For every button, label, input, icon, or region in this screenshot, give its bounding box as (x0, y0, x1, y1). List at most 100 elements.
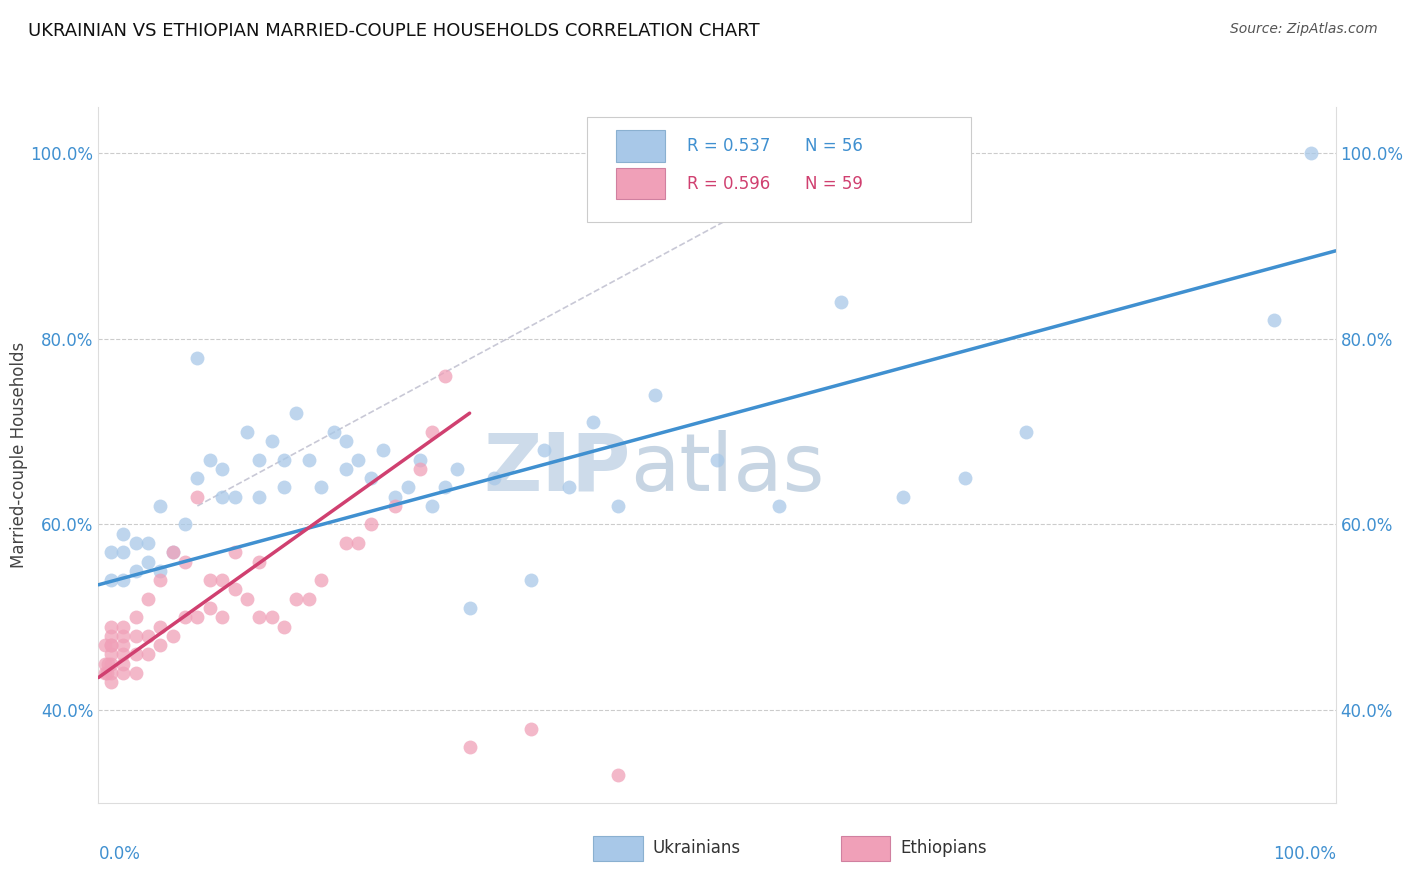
Point (458, 740, 481, 755)
Point (149, 499, 172, 513)
Text: R = 0.596: R = 0.596 (688, 175, 770, 193)
Point (100, 638, 122, 652)
Text: R = 0.537: R = 0.537 (688, 137, 770, 155)
Point (285, 591, 308, 606)
Point (112, 657, 135, 671)
Text: N = 59: N = 59 (804, 175, 863, 193)
Point (422, 425, 444, 439)
Point (136, 629, 159, 643)
Point (285, 406, 308, 420)
Point (198, 601, 221, 615)
Point (335, 434, 357, 448)
Point (186, 610, 208, 624)
Point (347, 452, 370, 467)
Point (384, 499, 406, 513)
Point (174, 610, 197, 624)
Bar (593, 836, 643, 861)
Point (174, 555, 197, 569)
Point (97, 657, 120, 671)
Point (247, 555, 270, 569)
Point (186, 490, 208, 504)
Point (112, 573, 135, 587)
Point (186, 351, 208, 365)
Point (309, 480, 332, 494)
Point (396, 480, 419, 494)
Text: N = 56: N = 56 (804, 137, 863, 155)
Point (211, 573, 233, 587)
Point (347, 536, 370, 550)
Point (236, 591, 259, 606)
Text: 0.0%: 0.0% (98, 845, 141, 863)
Point (124, 665, 146, 680)
Point (186, 471, 208, 485)
Point (211, 610, 233, 624)
Point (236, 425, 259, 439)
Point (100, 665, 122, 680)
Point (112, 629, 135, 643)
Text: UKRAINIAN VS ETHIOPIAN MARRIED-COUPLE HOUSEHOLDS CORRELATION CHART: UKRAINIAN VS ETHIOPIAN MARRIED-COUPLE HO… (28, 22, 759, 40)
Point (260, 434, 283, 448)
Point (644, 387, 666, 401)
Point (607, 499, 630, 513)
Point (136, 536, 159, 550)
Point (422, 499, 444, 513)
Point (93, 638, 115, 652)
Point (211, 462, 233, 476)
Point (409, 452, 432, 467)
FancyBboxPatch shape (588, 118, 970, 222)
Point (162, 629, 184, 643)
Point (335, 462, 357, 476)
Point (100, 545, 122, 559)
Point (162, 545, 184, 559)
Text: Ukrainians: Ukrainians (652, 839, 741, 857)
Point (149, 564, 172, 578)
Point (298, 452, 321, 467)
Point (768, 499, 790, 513)
Point (891, 490, 914, 504)
Point (100, 657, 122, 671)
Point (607, 768, 630, 782)
Point (112, 526, 135, 541)
Point (198, 452, 221, 467)
Text: Ethiopians: Ethiopians (900, 839, 987, 857)
Point (174, 517, 197, 532)
Point (112, 545, 135, 559)
Point (706, 452, 728, 467)
Text: 100.0%: 100.0% (1272, 845, 1336, 863)
Point (224, 490, 246, 504)
Point (384, 490, 406, 504)
Point (136, 648, 159, 662)
Bar (616, 130, 665, 161)
Point (136, 591, 159, 606)
Point (533, 443, 555, 458)
Point (484, 471, 506, 485)
Point (93, 657, 115, 671)
Point (953, 471, 976, 485)
Text: atlas: atlas (630, 430, 825, 508)
Point (309, 573, 332, 587)
Point (830, 294, 852, 309)
Point (124, 648, 146, 662)
Point (520, 573, 543, 587)
Point (224, 582, 246, 597)
Point (112, 619, 135, 633)
Point (433, 369, 456, 384)
Point (149, 573, 172, 587)
Point (273, 480, 295, 494)
Point (1263, 313, 1285, 327)
Point (1299, 146, 1322, 161)
Point (557, 480, 579, 494)
Point (100, 629, 122, 643)
Point (100, 638, 122, 652)
Point (124, 629, 146, 643)
Y-axis label: Married-couple Households: Married-couple Households (10, 342, 28, 568)
Point (100, 675, 122, 690)
Point (162, 545, 184, 559)
Bar (841, 836, 890, 861)
Point (582, 416, 605, 430)
Point (124, 536, 146, 550)
Point (273, 619, 295, 633)
Point (247, 452, 270, 467)
Bar (616, 168, 665, 199)
Point (247, 610, 270, 624)
